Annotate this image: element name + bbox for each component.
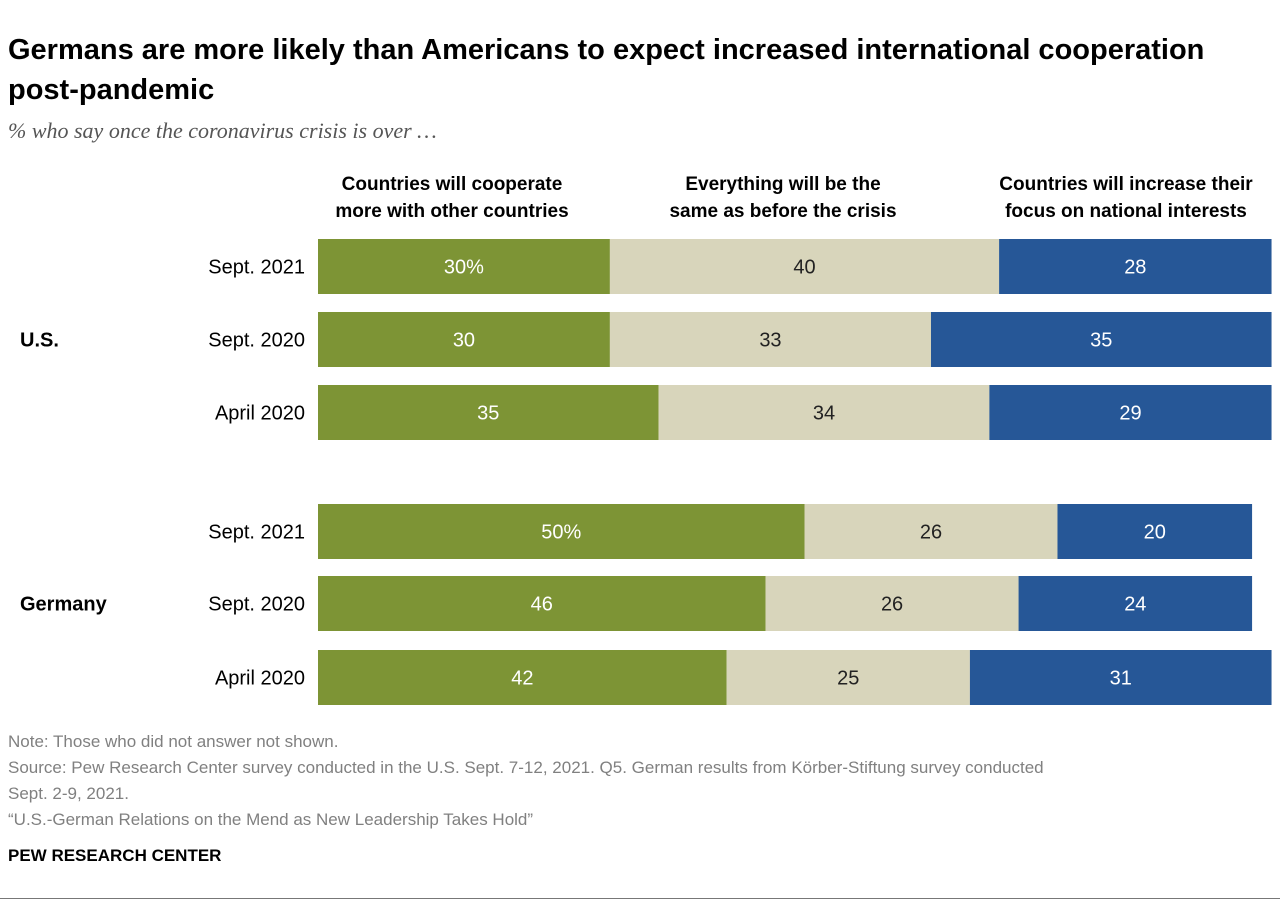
bar-segment [318, 239, 610, 294]
chart-title: Germans are more likely than Americans t… [8, 34, 1205, 106]
bar-segment [658, 385, 990, 440]
row-label: April 2020 [215, 668, 305, 690]
data-label: 46 [531, 594, 553, 616]
source-text-continued: Sept. 2-9, 2021. [8, 784, 129, 803]
row-label: April 2020 [215, 403, 305, 425]
data-label: 30 [453, 330, 475, 352]
row-label: Sept. 2020 [208, 594, 305, 616]
chart-subtitle: % who say once the coronavirus crisis is… [8, 118, 437, 143]
pew-research-center-logo: PEW RESEARCH CENTER [8, 846, 222, 865]
group-label-0: U.S. [20, 330, 59, 352]
legend-header-1-line-1: same as before the crisis [669, 201, 896, 222]
row-label: Sept. 2020 [208, 330, 305, 352]
stacked-bar-chart: Countries will cooperate more with other … [20, 174, 1272, 705]
data-label: 30% [444, 257, 484, 279]
bar-segment [1018, 576, 1253, 631]
row-label: Sept. 2021 [208, 522, 305, 544]
row-label: Sept. 2021 [208, 257, 305, 279]
bar-segment [318, 385, 659, 440]
data-label: 34 [813, 403, 835, 425]
data-label: 24 [1124, 594, 1146, 616]
bar-segment [999, 239, 1272, 294]
data-label: 26 [920, 522, 942, 544]
source-text: Source: Pew Research Center survey condu… [8, 758, 1044, 777]
legend-header-0-line-1: more with other countries [335, 201, 568, 222]
data-label: 42 [511, 668, 533, 690]
bar-segment [969, 650, 1272, 705]
bar-segment [609, 239, 1000, 294]
data-label: 31 [1110, 668, 1132, 690]
bar-segment [609, 312, 931, 367]
bottom-divider [0, 898, 1280, 899]
bar-segment [318, 576, 766, 631]
bar-segment [930, 312, 1272, 367]
data-label: 26 [881, 594, 903, 616]
legend-header-2-line-1: focus on national interests [1005, 201, 1247, 222]
data-label: 33 [759, 330, 781, 352]
bar-segment [804, 504, 1058, 559]
data-label: 35 [1090, 330, 1112, 352]
data-label: 40 [793, 257, 815, 279]
report-title: “U.S.-German Relations on the Mend as Ne… [8, 810, 534, 829]
data-label: 20 [1144, 522, 1166, 544]
legend-header-1-line-0: Everything will be the [685, 174, 880, 195]
data-label: 29 [1119, 403, 1141, 425]
bar-segment [318, 312, 610, 367]
bar-segment [726, 650, 970, 705]
note-text: Note: Those who did not answer not shown… [8, 732, 339, 751]
data-label: 50% [541, 522, 581, 544]
group-label-1: Germany [20, 594, 108, 616]
data-label: 25 [837, 668, 859, 690]
data-label: 35 [477, 403, 499, 425]
bar-segment [765, 576, 1019, 631]
legend-header-0-line-0: Countries will cooperate [342, 174, 563, 195]
legend-header-2-line-0: Countries will increase their [999, 174, 1253, 195]
bar-segment [989, 385, 1272, 440]
data-label: 28 [1124, 257, 1146, 279]
bar-segment [318, 650, 727, 705]
bar-segment [1057, 504, 1253, 559]
bar-segment [318, 504, 805, 559]
